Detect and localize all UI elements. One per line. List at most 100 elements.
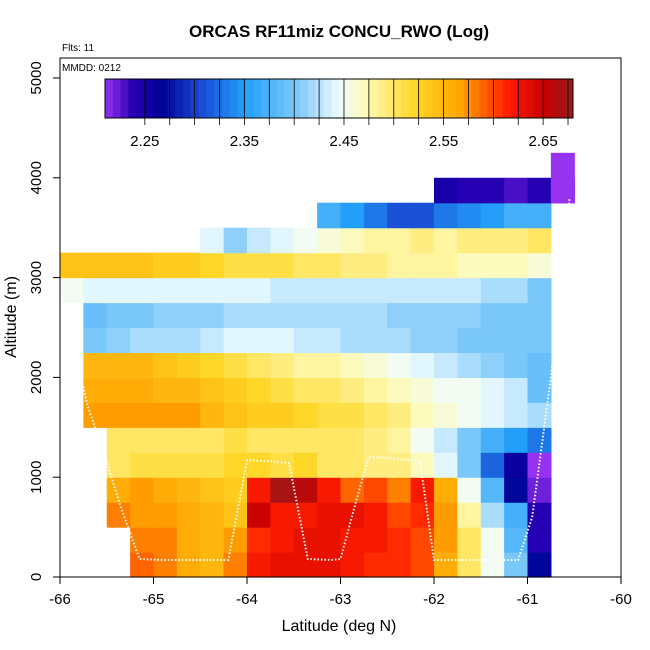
heatmap-cell [223, 352, 248, 378]
heatmap-cell [293, 527, 318, 553]
chart-title: ORCAS RF11miz CONCU_RWO (Log) [189, 22, 489, 41]
y-tick-label: 5000 [28, 61, 45, 94]
heatmap-cell [363, 302, 388, 329]
heatmap-cell [176, 327, 201, 354]
heatmap-cell [387, 402, 412, 428]
heatmap-cell [480, 352, 505, 378]
heatmap-cell [527, 502, 552, 528]
heatmap-cell [480, 202, 505, 229]
x-tick-label: -64 [236, 591, 258, 608]
heatmap-cell [106, 377, 131, 403]
heatmap-cell [200, 352, 225, 378]
heatmap-cell [223, 502, 248, 528]
colorbar-swatch [276, 79, 285, 118]
heatmap-cell [434, 302, 458, 329]
colorbar-swatch [331, 79, 340, 118]
heatmap-cell [130, 477, 155, 503]
heatmap-cell [457, 277, 482, 304]
colorbar-label: 2.25 [130, 133, 159, 150]
heatmap-cell [504, 402, 529, 428]
colorbar-swatch [222, 79, 231, 118]
x-axis: -66 -65 -64 -63 -62 -61 -60 [49, 577, 632, 608]
colorbar-swatch [541, 79, 551, 118]
heatmap-cell [457, 202, 482, 229]
heatmap-cell [363, 377, 388, 403]
heatmap-cell [247, 552, 271, 578]
heatmap-cell [200, 477, 225, 503]
heatmap-cell [130, 427, 155, 453]
heatmap-cell [200, 502, 225, 528]
colorbar-swatch [292, 79, 301, 118]
colorbar-swatch [346, 79, 356, 118]
heatmap-cell [363, 327, 388, 354]
heatmap-cell [153, 402, 178, 428]
heatmap-cell [410, 402, 435, 428]
heatmap-cell [200, 302, 225, 329]
heatmap-cell [434, 227, 458, 254]
heatmap-cell [504, 477, 529, 503]
heatmap-cell [106, 327, 131, 354]
colorbar-swatch [378, 79, 387, 118]
heatmap-cell [223, 277, 248, 304]
heatmap-cell [550, 177, 575, 204]
heatmap-cell [480, 227, 505, 254]
colorbar-swatch [261, 79, 270, 118]
heatmap-cell [527, 227, 552, 254]
heatmap-cell [434, 552, 458, 578]
heatmap-cell [340, 352, 365, 378]
heatmap-cell [293, 302, 318, 329]
heatmap-cell [223, 427, 248, 453]
heatmap-cell [153, 277, 178, 304]
y-tick-label: 1000 [28, 461, 45, 494]
heatmap-cell [387, 427, 412, 453]
heatmap-cell [317, 327, 342, 354]
colorbar-swatch [549, 79, 558, 118]
heatmap-cell [410, 477, 435, 503]
heatmap-cell [106, 477, 131, 503]
heatmap-cell [106, 502, 131, 528]
heatmap-cell [270, 327, 295, 354]
heatmap-cell [247, 277, 271, 304]
colorbar-swatch [385, 79, 395, 118]
heatmap-cell [106, 277, 131, 304]
colorbar-swatch [214, 79, 223, 118]
heatmap-cell [434, 427, 458, 453]
colorbar-swatch [245, 79, 254, 118]
colorbar-swatch [284, 79, 293, 118]
colorbar-swatch [315, 79, 324, 118]
colorbar-swatch [120, 79, 129, 118]
heatmap-cell [176, 402, 201, 428]
heatmap-cell [200, 377, 225, 403]
heatmap-cell [60, 252, 84, 279]
colorbar-swatch [151, 79, 161, 118]
heatmap-cell [363, 502, 388, 528]
heatmap-cell [270, 477, 295, 503]
colorbar [105, 79, 574, 125]
heatmap-cell [223, 402, 248, 428]
heatmap-cell [130, 527, 155, 553]
heatmap-cell [83, 402, 108, 428]
y-tick-label: 0 [28, 573, 45, 581]
heatmap-cell [153, 427, 178, 453]
heatmap-cell [480, 402, 505, 428]
heatmap-cell [130, 277, 155, 304]
colorbar-swatch [565, 79, 574, 118]
heatmap-cell [247, 252, 271, 279]
flight-track [59, 197, 571, 562]
heatmap-cell [457, 477, 482, 503]
heatmap-cell [340, 327, 365, 354]
heatmap-cell [293, 377, 318, 403]
heatmap-cell [457, 527, 482, 553]
heatmap-cell [293, 277, 318, 304]
heatmap-cell [504, 302, 529, 329]
heatmap-cell [504, 427, 529, 453]
heatmap-cell [247, 527, 271, 553]
heatmap-cell [176, 377, 201, 403]
heatmap-cell [293, 252, 318, 279]
colorbar-label: 2.35 [230, 133, 259, 150]
heatmap-cell [363, 202, 388, 229]
heatmap-cell [176, 552, 201, 578]
heatmap-cell [106, 252, 131, 279]
heatmap-cell [363, 552, 388, 578]
heatmap-cell [317, 402, 342, 428]
